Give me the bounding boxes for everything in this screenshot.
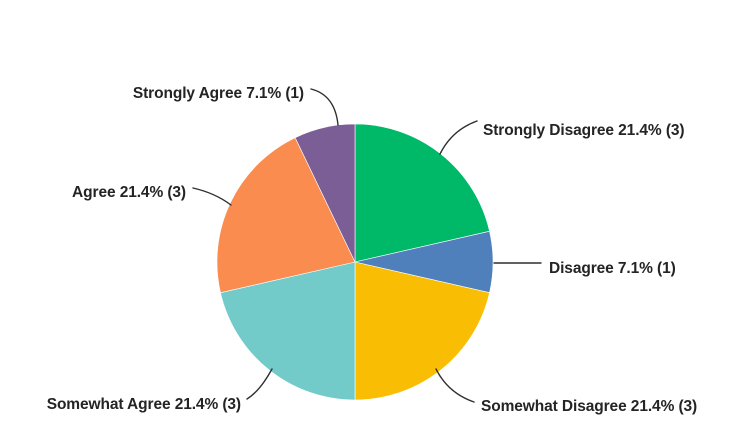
- leader-line-somewhat-agree: [246, 368, 273, 400]
- slice-label-somewhat-agree: Somewhat Agree 21.4% (3): [46, 396, 241, 413]
- pie-slice-strongly-agree[interactable]: [294, 123, 356, 263]
- leader-line-somewhat-disagree: [435, 368, 475, 403]
- slice-label-disagree: Disagree 7.1% (1): [549, 260, 676, 277]
- pie-slice-strongly-disagree[interactable]: [354, 123, 490, 263]
- pie-slice-agree[interactable]: [216, 137, 356, 294]
- slice-label-somewhat-disagree: Somewhat Disagree 21.4% (3): [481, 398, 698, 415]
- slice-label-agree: Agree 21.4% (3): [72, 184, 186, 201]
- slice-label-strongly-disagree: Strongly Disagree 21.4% (3): [483, 122, 685, 139]
- leader-line-agree: [192, 187, 232, 206]
- pie-slice-somewhat-disagree[interactable]: [354, 261, 490, 401]
- leader-line-strongly-agree: [310, 88, 339, 126]
- leader-line-strongly-disagree: [439, 120, 478, 155]
- slice-label-strongly-agree: Strongly Agree 7.1% (1): [132, 85, 304, 102]
- pie-slice-somewhat-agree[interactable]: [220, 261, 356, 401]
